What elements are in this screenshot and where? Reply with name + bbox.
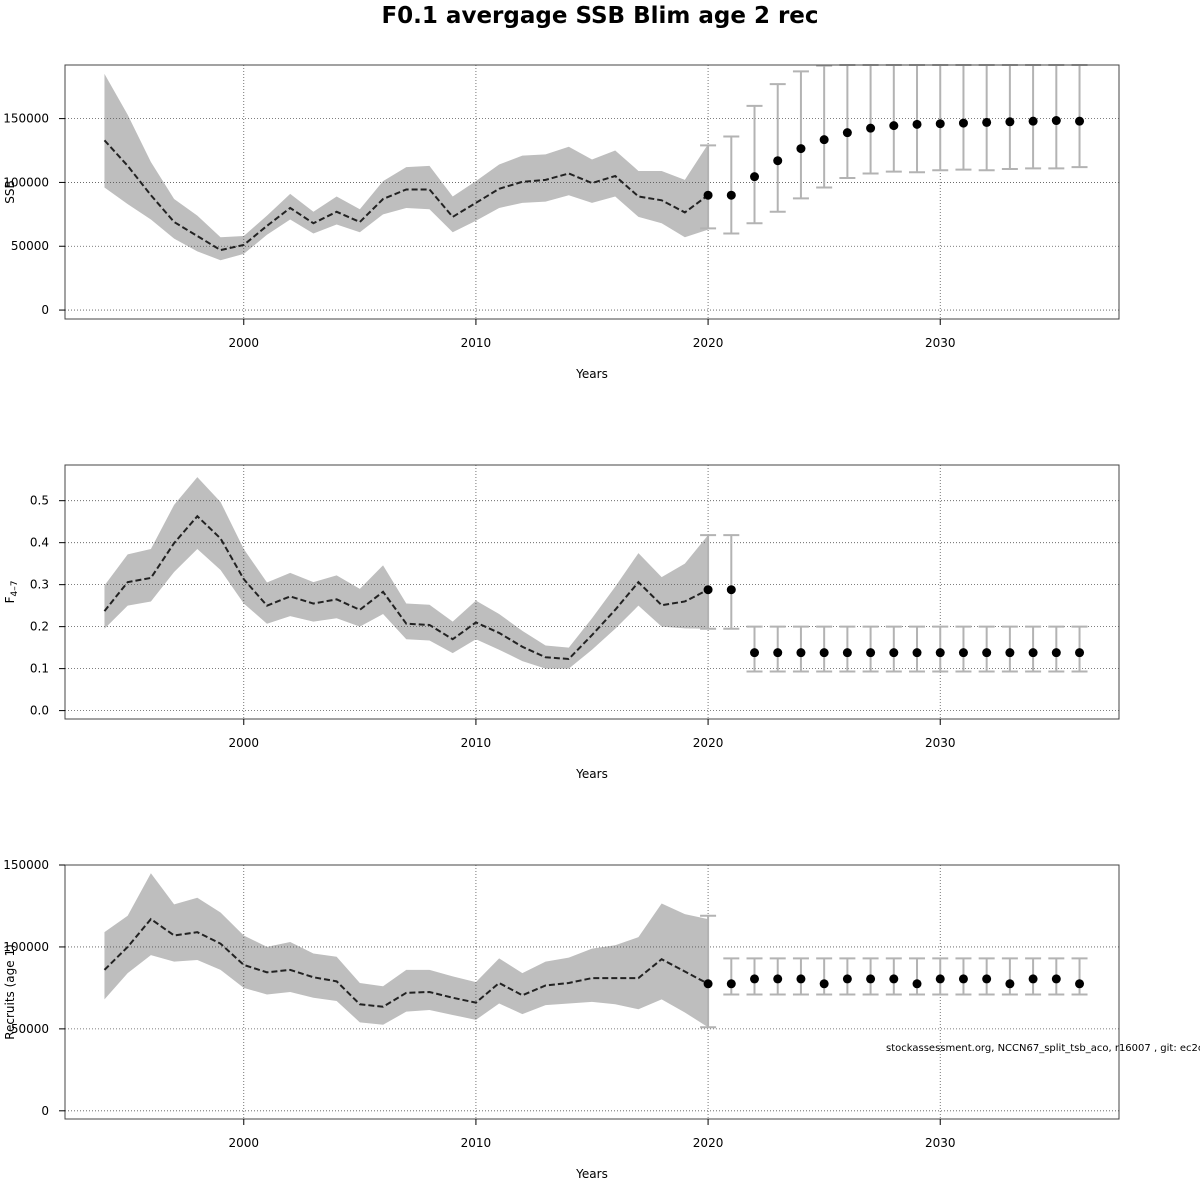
forecast-point: [1028, 974, 1038, 984]
ssb-panel: 2000 2010 2020 2030 0 50000 100000 150000 Years S…: [3, 64, 1120, 381]
forecast-point: [889, 648, 899, 658]
forecast-point: [982, 648, 992, 658]
forecast-point: [842, 974, 852, 984]
forecast-point: [912, 979, 922, 989]
x-tick-label: 2030: [925, 736, 956, 750]
x-tick-label: 2010: [461, 336, 492, 350]
y-tick-label: 0: [41, 1104, 49, 1118]
y-tick-label: 100000: [3, 940, 49, 954]
forecast-point: [935, 648, 945, 658]
forecast-point: [866, 648, 876, 658]
forecast-point: [842, 648, 852, 658]
forecast-point: [819, 979, 829, 989]
y-tick-label: 150000: [3, 112, 49, 126]
forecast-point: [773, 156, 783, 166]
forecast-point: [958, 118, 968, 128]
forecast-point: [866, 974, 876, 984]
recruits-plot-frame: [64, 864, 1120, 1120]
fbar-plot-frame: [64, 464, 1120, 720]
forecast-point: [703, 190, 713, 200]
forecast-point: [750, 974, 760, 984]
x-tick-label: 2020: [693, 736, 724, 750]
forecast-point: [1051, 116, 1061, 126]
forecast-point: [935, 974, 945, 984]
fbar-estimate-line: [103, 514, 709, 660]
x-tick-label: 2000: [228, 1136, 259, 1150]
forecast-point: [1075, 648, 1085, 658]
forecast-point: [912, 119, 922, 129]
forecast-point: [750, 172, 760, 182]
forecast-point: [842, 128, 852, 138]
x-tick-label: 2000: [228, 336, 259, 350]
forecast-point: [703, 979, 713, 989]
forecast-point: [1028, 116, 1038, 126]
forecast-point: [982, 974, 992, 984]
forecast-point: [866, 123, 876, 133]
footnote: stockassessment.org, NCCN67_split_tsb_ac…: [886, 1043, 1200, 1054]
forecast-point: [935, 119, 945, 129]
forecast-point: [819, 648, 829, 658]
y-tick-label: 0.2: [30, 620, 49, 634]
forecast-point: [1075, 979, 1085, 989]
y-tick-label: 50000: [11, 239, 49, 253]
x-tick-label: 2020: [693, 336, 724, 350]
fbar-confidence-band: [104, 477, 709, 669]
ssb-estimate-line: [103, 139, 709, 252]
forecast-point: [1005, 117, 1015, 127]
recruits-estimate-line: [103, 917, 709, 1008]
forecast-point: [889, 121, 899, 131]
forecast-point: [982, 117, 992, 127]
y-tick-label: 0.5: [30, 494, 49, 508]
recruits-y-axis-label: Recruits (age 1): [3, 944, 17, 1040]
fbar-x-axis-label: Years: [575, 767, 608, 781]
forecast-point: [726, 190, 736, 200]
ssb-confidence-band: [104, 73, 709, 261]
recruits-x-axis-label: Years: [575, 1167, 608, 1181]
fbar-y-axis-label: F4–7: [3, 581, 20, 604]
forecast-point: [1005, 979, 1015, 989]
x-tick-label: 2030: [925, 1136, 956, 1150]
x-tick-label: 2000: [228, 736, 259, 750]
forecast-point: [750, 648, 760, 658]
x-tick-label: 2010: [461, 736, 492, 750]
forecast-point: [796, 144, 806, 154]
ssb-plot-frame: [64, 64, 1120, 320]
forecast-point: [1028, 648, 1038, 658]
forecast-point: [1051, 974, 1061, 984]
y-tick-label: 0.0: [30, 704, 49, 718]
forecast-point: [796, 974, 806, 984]
recruits-confidence-band: [104, 873, 709, 1028]
y-tick-label: 0: [41, 303, 49, 317]
forecast-point: [819, 135, 829, 145]
x-tick-label: 2030: [925, 336, 956, 350]
forecast-point: [703, 585, 713, 595]
forecast-point: [773, 974, 783, 984]
y-tick-label: 0.4: [30, 536, 49, 550]
forecast-point: [912, 648, 922, 658]
x-tick-label: 2020: [693, 1136, 724, 1150]
y-tick-label: 150000: [3, 858, 49, 872]
forecast-point: [773, 648, 783, 658]
forecast-point: [1005, 648, 1015, 658]
forecast-point: [958, 648, 968, 658]
forecast-point: [796, 648, 806, 658]
recruits-panel: 2000 2010 2020 2030 0 50000 100000 150000 Years R…: [3, 858, 1120, 1181]
forecast-point: [726, 979, 736, 989]
forecast-point: [726, 585, 736, 595]
forecast-point: [889, 974, 899, 984]
y-tick-label: 100000: [3, 175, 49, 189]
forecast-point: [958, 974, 968, 984]
page-title: F0.1 avergage SSB Blim age 2 rec: [381, 3, 819, 29]
y-tick-label: 50000: [11, 1022, 49, 1036]
fbar-panel: 2000 2010 2020 2030 0.0 0.1 0.2 0.3 0.4 0.5 Years F…: [3, 464, 1120, 781]
ssb-y-axis-label: SSB: [3, 180, 17, 203]
ssb-x-axis-label: Years: [575, 367, 608, 381]
y-tick-label: 0.3: [30, 578, 49, 592]
forecast-point: [1051, 648, 1061, 658]
y-tick-label: 0.1: [30, 662, 49, 676]
x-tick-label: 2010: [461, 1136, 492, 1150]
forecast-point: [1075, 116, 1085, 126]
